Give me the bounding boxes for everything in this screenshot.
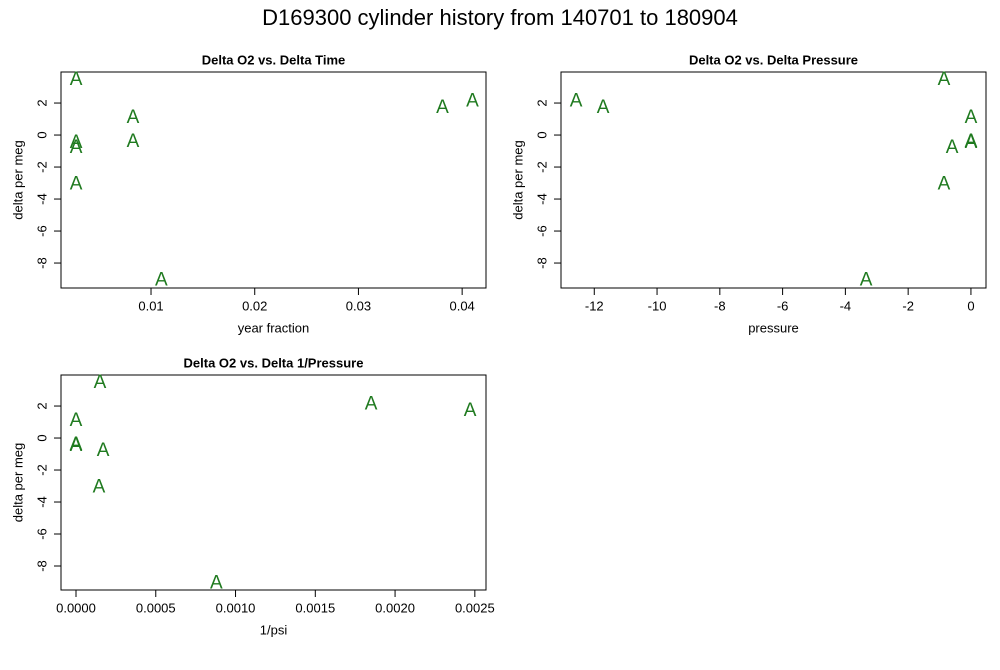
x-axis-label: pressure — [748, 320, 799, 335]
y-tick-label: -8 — [34, 257, 49, 269]
point-marker: A — [70, 137, 83, 158]
y-axis-label: delta per meg — [510, 140, 525, 220]
point-marker: A — [436, 97, 449, 118]
point-marker: A — [70, 410, 83, 431]
x-tick-label: -10 — [648, 298, 667, 313]
x-tick-label: 0.03 — [346, 298, 371, 313]
point-marker: A — [466, 90, 479, 111]
point-marker: A — [127, 107, 140, 128]
point-marker: A — [860, 270, 873, 291]
y-tick-label: -6 — [534, 225, 549, 237]
y-tick-label: 2 — [34, 402, 49, 409]
point-marker: A — [127, 131, 140, 152]
x-tick-label: -8 — [714, 298, 726, 313]
point-marker: A — [965, 107, 978, 128]
y-tick-label: -4 — [534, 193, 549, 205]
y-tick-label: -4 — [34, 496, 49, 508]
panel-title: Delta O2 vs. Delta 1/Pressure — [184, 355, 364, 370]
point-marker: A — [155, 270, 168, 291]
y-tick-label: -8 — [34, 560, 49, 572]
point-marker: A — [210, 573, 223, 594]
y-tick-label: 0 — [34, 131, 49, 138]
y-tick-label: 2 — [34, 99, 49, 106]
y-tick-label: -2 — [534, 161, 549, 173]
x-tick-label: -12 — [585, 298, 604, 313]
y-tick-label: 2 — [534, 99, 549, 106]
point-marker: A — [70, 435, 83, 456]
x-tick-label: 0.04 — [449, 298, 474, 313]
y-tick-label: 0 — [34, 434, 49, 441]
x-tick-label: 0.0005 — [136, 600, 176, 615]
y-tick-label: 0 — [534, 131, 549, 138]
x-tick-label: 0.02 — [242, 298, 267, 313]
point-marker: A — [464, 400, 477, 421]
x-tick-label: 0 — [967, 298, 974, 313]
x-tick-label: 0.0010 — [216, 600, 256, 615]
point-marker: A — [938, 174, 951, 195]
point-marker: A — [965, 131, 978, 152]
point-marker: A — [946, 137, 959, 158]
y-axis-label: delta per meg — [10, 443, 25, 523]
x-tick-label: -2 — [902, 298, 914, 313]
point-marker: A — [93, 477, 106, 498]
point-marker: A — [70, 69, 83, 90]
x-axis-label: year fraction — [238, 320, 310, 335]
x-tick-label: 0.0020 — [375, 600, 415, 615]
x-tick-label: 0.0015 — [295, 600, 335, 615]
y-tick-label: -8 — [534, 257, 549, 269]
point-marker: A — [965, 132, 978, 153]
point-marker: A — [570, 90, 583, 111]
y-tick-label: -2 — [34, 161, 49, 173]
point-marker: A — [97, 440, 110, 461]
panel-title: Delta O2 vs. Delta Time — [202, 52, 346, 67]
point-marker: A — [597, 97, 610, 118]
x-tick-label: -6 — [777, 298, 789, 313]
x-tick-label: 0.01 — [138, 298, 163, 313]
y-tick-label: -2 — [34, 464, 49, 476]
y-tick-label: -6 — [34, 528, 49, 540]
y-tick-label: -4 — [34, 193, 49, 205]
y-tick-label: -6 — [34, 225, 49, 237]
point-marker: A — [365, 393, 378, 414]
x-tick-label: 0.0025 — [455, 600, 495, 615]
x-tick-label: 0.0000 — [56, 600, 96, 615]
point-marker: A — [70, 132, 83, 153]
point-marker: A — [70, 174, 83, 195]
panel-title: Delta O2 vs. Delta Pressure — [689, 52, 858, 67]
page-title: D169300 cylinder history from 140701 to … — [262, 5, 738, 30]
y-axis-label: delta per meg — [10, 140, 25, 220]
x-tick-label: -4 — [840, 298, 852, 313]
point-marker: A — [94, 372, 107, 393]
point-marker: A — [938, 69, 951, 90]
point-marker: A — [70, 434, 83, 455]
x-axis-label: 1/psi — [260, 622, 288, 637]
